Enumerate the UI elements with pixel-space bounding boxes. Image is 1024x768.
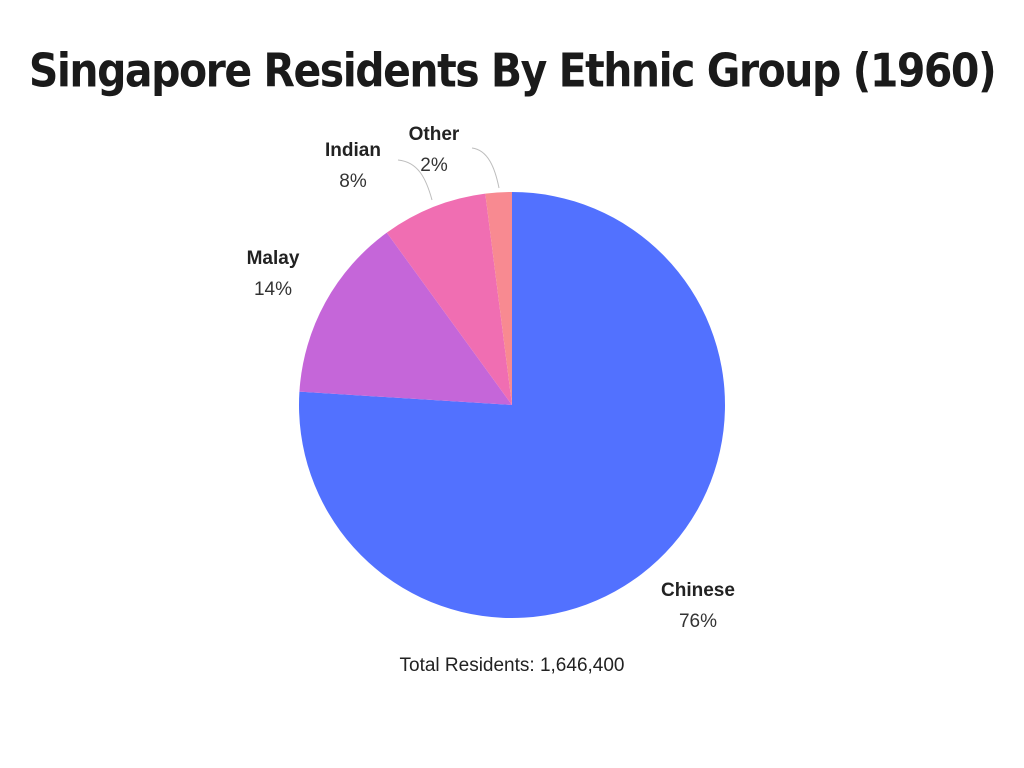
slice-labels: Chinese 76% Malay 14% Indian 8% Other 2%: [247, 124, 735, 632]
slice-value-indian: 8%: [339, 171, 367, 192]
leader-line-other: [471, 147, 500, 189]
slice-value-malay: 14%: [254, 279, 292, 300]
slice-label-chinese: Chinese: [661, 580, 735, 601]
chart-footer: Total Residents: 1,646,400: [399, 655, 625, 676]
slice-value-other: 2%: [420, 155, 448, 176]
slice-label-malay: Malay: [247, 248, 300, 269]
pie-slice-malay: [299, 232, 512, 405]
pie-slice-indian: [386, 193, 512, 405]
slice-label-other: Other: [409, 124, 460, 145]
leader-lines: [397, 147, 500, 201]
pie-slices: [298, 192, 725, 619]
chart-title: Singapore Residents By Ethnic Group (196…: [28, 44, 997, 98]
leader-line-indian: [397, 159, 433, 201]
pie-slice-other: [485, 192, 512, 405]
pie-slice-chinese: [298, 192, 725, 619]
slice-value-chinese: 76%: [679, 611, 717, 632]
slice-label-indian: Indian: [325, 140, 381, 161]
